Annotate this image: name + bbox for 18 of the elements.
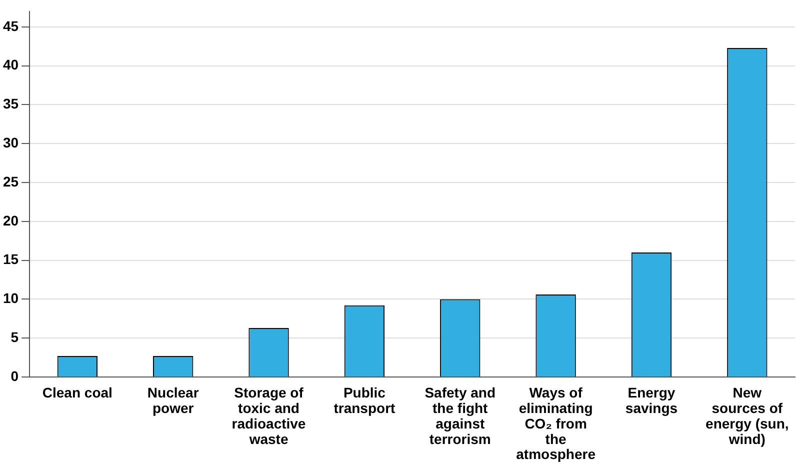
y-tick-label: 0 <box>10 368 19 384</box>
x-tick-label: Safety and the fight against terrorism <box>424 384 496 447</box>
y-tick-label: 15 <box>2 251 19 268</box>
x-tick-label: Clean coal <box>42 384 112 401</box>
x-tick-label: Ways of eliminating CO₂ from the atmosphere <box>516 384 596 462</box>
y-tick-label: 40 <box>2 56 19 73</box>
y-tick-label: 30 <box>2 134 19 150</box>
x-tick-label: Nuclear power <box>147 384 200 416</box>
y-tick-label: 10 <box>2 290 19 306</box>
x-tick-label: Energy savings <box>625 384 678 416</box>
y-tick-label: 45 <box>2 18 19 34</box>
x-tick-label: Storage of toxic and radioactive waste <box>232 384 306 447</box>
x-tick-label: Public transport <box>334 384 396 416</box>
y-tick-label: 5 <box>10 328 19 345</box>
y-tick-label: 25 <box>2 173 19 190</box>
y-tick-label: 35 <box>2 96 19 112</box>
x-tick-label: New sources of energy (sun, wind) <box>706 384 789 447</box>
y-tick-label: 20 <box>2 212 19 228</box>
